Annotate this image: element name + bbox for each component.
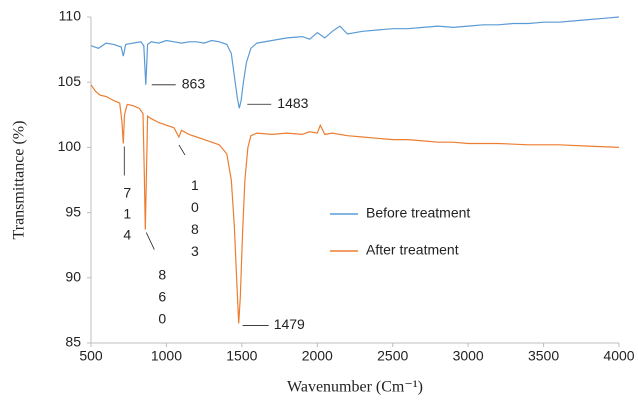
y-tick-label: 105 (58, 73, 82, 89)
annotation-label: 1479 (274, 316, 305, 332)
y-tick-label: 90 (65, 269, 81, 285)
y-tick-label: 95 (65, 203, 81, 219)
x-tick-label: 3500 (528, 348, 559, 364)
x-tick-label: 4000 (603, 348, 634, 364)
legend-label: Before treatment (366, 205, 470, 221)
y-tick-label: 110 (59, 8, 82, 24)
y-tick-label: 85 (65, 334, 81, 350)
legend-label: After treatment (366, 242, 459, 258)
x-axis-title: Wavenumber (Cm⁻¹) (287, 379, 423, 396)
x-tick-label: 3000 (453, 348, 484, 364)
y-tick-label: 100 (58, 138, 82, 154)
x-tick-label: 500 (79, 348, 103, 364)
x-tick-label: 1500 (226, 348, 257, 364)
annotation-leader (145, 232, 155, 250)
y-axis-title: Transmittance (%) (11, 121, 28, 240)
annotation-leader (178, 144, 186, 156)
x-tick-label: 2500 (377, 348, 408, 364)
x-tick-label: 1000 (151, 348, 182, 364)
annotation-label: 1483 (277, 95, 308, 111)
annotation-label: 863 (182, 76, 206, 92)
series-line (90, 84, 620, 324)
series-line (90, 16, 620, 109)
x-tick-label: 2000 (302, 348, 333, 364)
